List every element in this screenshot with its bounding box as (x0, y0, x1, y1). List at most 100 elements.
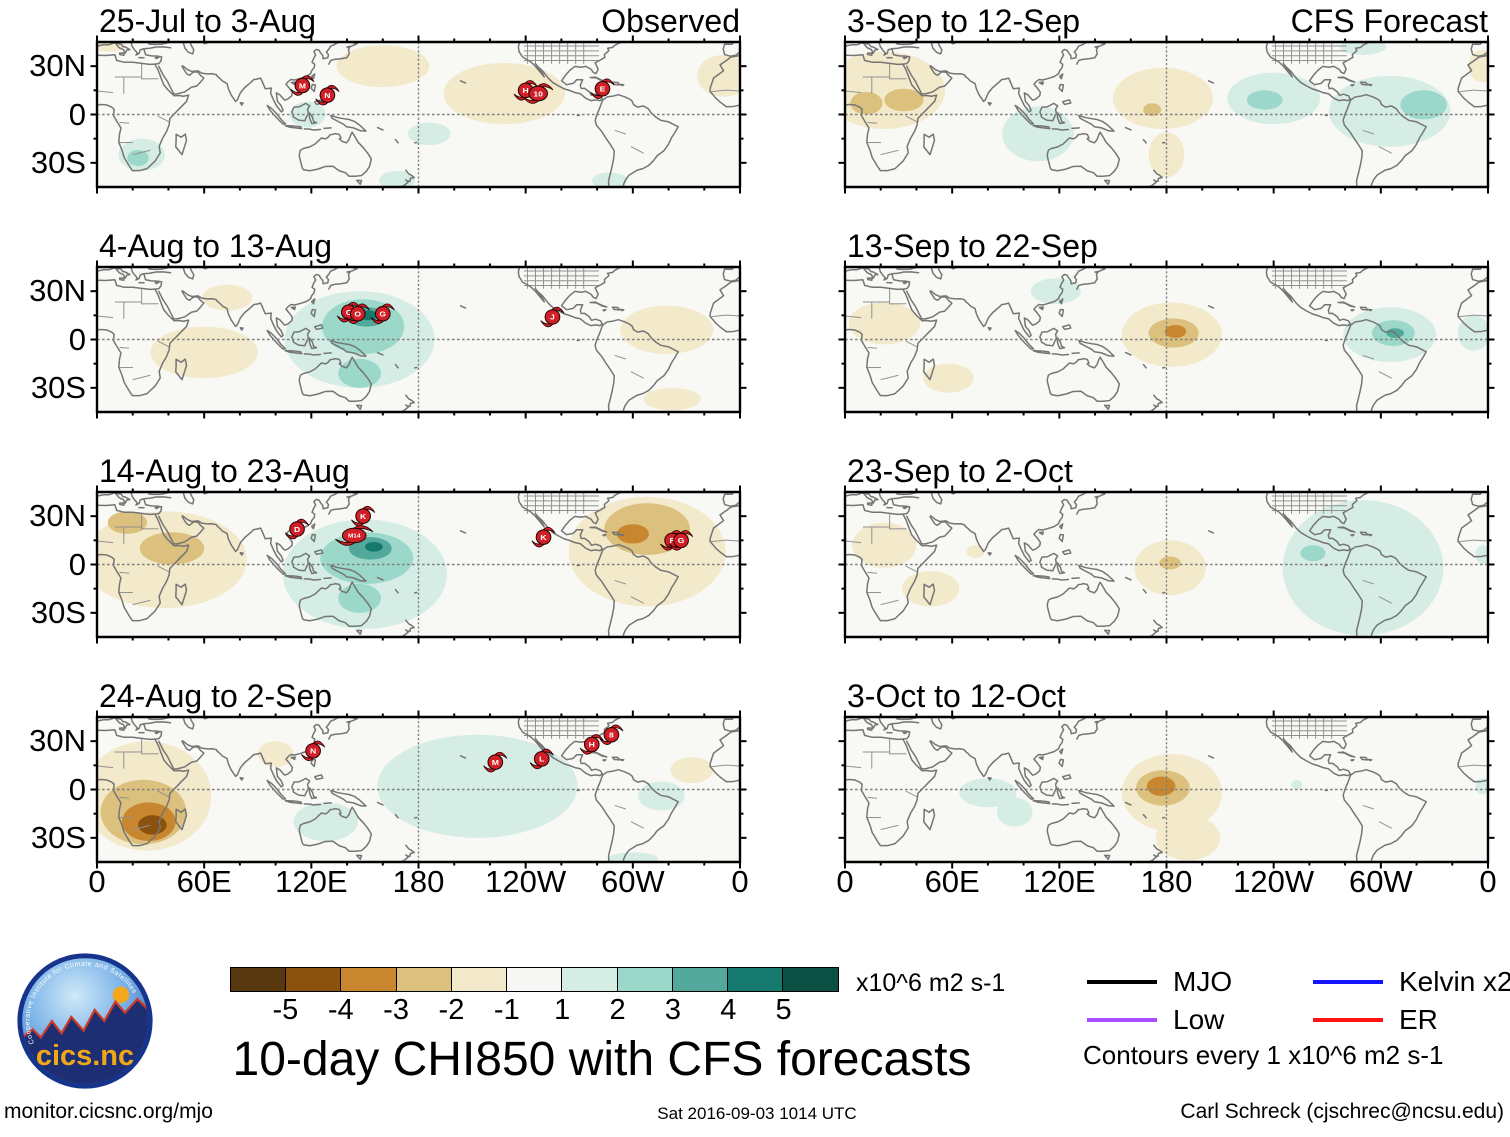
y-tick-label: 0 (68, 771, 86, 807)
panel-corner-label: Observed (601, 3, 740, 39)
svg-text:K: K (540, 533, 546, 542)
world-map-canvas (845, 492, 1488, 637)
svg-text:L: L (539, 755, 544, 764)
panel-title: 14-Aug to 23-Aug (99, 453, 350, 489)
panel-title: 3-Sep to 12-Sep (847, 3, 1081, 39)
legend-line-low (1087, 1018, 1157, 1022)
colorbar-cell (616, 967, 674, 992)
svg-text:J: J (550, 313, 555, 322)
legend-item-kelvin: Kelvin x2 (1313, 965, 1510, 999)
logo-sun-icon (112, 986, 130, 1004)
world-map-canvas: N M L H 8 (97, 717, 740, 862)
y-tick-label: 30S (30, 594, 86, 630)
world-map-canvas (845, 267, 1488, 412)
x-tick-label: 120W (1233, 864, 1315, 899)
colorbar-tick-label: -3 (383, 994, 409, 1026)
x-tick-label: 0 (1479, 864, 1497, 899)
panel-title: 25-Jul to 3-Aug (99, 3, 317, 39)
colorbar-cell (782, 967, 839, 992)
map-panel: 24-Aug to 2-Sep N M L H 8 (97, 678, 740, 862)
panel-title: 24-Aug to 2-Sep (99, 678, 333, 714)
x-tick-label: 180 (1140, 864, 1193, 899)
x-tick-label: 120W (485, 864, 567, 899)
colorbar-tick-label: -2 (438, 994, 465, 1026)
colorbar-cell (561, 967, 619, 992)
map-panel: 23-Sep to 2-Oct (845, 453, 1488, 637)
colorbar-tick-label: 1 (554, 994, 571, 1026)
svg-text:10: 10 (533, 90, 543, 99)
svg-text:N: N (310, 747, 316, 756)
panel-corner-label: CFS Forecast (1290, 3, 1488, 39)
legend-item-er: ER (1313, 1003, 1438, 1037)
colorbar-cell (450, 967, 508, 992)
y-tick-label: 30S (30, 819, 86, 855)
x-tick-label: 120E (275, 864, 348, 899)
legend-label-kelvin: Kelvin x2 (1399, 966, 1510, 997)
logo-ridge-line (22, 997, 148, 1042)
panel-title: 3-Oct to 12-Oct (847, 678, 1066, 714)
logo-wordmark: cics.nc (36, 1040, 134, 1072)
svg-text:M: M (492, 758, 499, 767)
panel-title: 23-Sep to 2-Oct (847, 453, 1073, 489)
map-panel: 3-Sep to 12-Sep CFS Forecast (845, 3, 1488, 187)
legend-line-mjo (1087, 980, 1157, 984)
x-axis-labels-forecast: 0 60E 120E 180 120W 60W 0 (836, 864, 1496, 904)
y-tick-label: 30S (30, 369, 86, 405)
y-tick-label: 30N (29, 723, 86, 759)
y-tick-label: 0 (68, 546, 86, 582)
map-panel: 25-Jul to 3-Aug Observed M N H 10 E (97, 3, 740, 187)
colorbar-cell (340, 967, 398, 992)
colorbar-tick-label: 4 (720, 994, 737, 1026)
panel-title: 4-Aug to 13-Aug (99, 228, 333, 264)
x-tick-label: 0 (731, 864, 749, 899)
svg-text:N: N (324, 91, 330, 100)
colorbar-cell (671, 967, 729, 992)
colorbar-cell (506, 967, 563, 992)
colorbar-cell (727, 967, 784, 992)
y-tick-label: 0 (68, 96, 86, 132)
world-map-canvas (845, 717, 1488, 862)
footer-timestamp: Sat 2016-09-03 1014 UTC (657, 1104, 857, 1123)
legend-label-er: ER (1399, 1004, 1438, 1035)
colorbar-units: x10^6 m2 s-1 (856, 969, 1006, 997)
svg-text:M: M (299, 82, 306, 91)
x-tick-label: 120E (1023, 864, 1096, 899)
svg-text:H: H (589, 741, 595, 750)
footer-credit: Carl Schreck (cjschrec@ncsu.edu) (1180, 1100, 1504, 1123)
svg-text:H: H (523, 86, 529, 95)
legend-item-low: Low (1087, 1003, 1224, 1037)
world-map-canvas (845, 42, 1488, 187)
figure-title: 10-day CHI850 with CFS forecasts (232, 1033, 972, 1086)
x-tick-label: 0 (836, 864, 854, 899)
legend-item-mjo: MJO (1087, 965, 1232, 999)
legend-label-mjo: MJO (1173, 966, 1233, 997)
legend-line-er (1313, 1018, 1383, 1022)
map-panel: 14-Aug to 23-Aug D K M14 K F G (97, 453, 740, 637)
svg-text:G: G (379, 310, 386, 319)
map-panel: 3-Oct to 12-Oct (845, 678, 1488, 862)
colorbar-cell (395, 967, 453, 992)
colorbar-tick-label: 3 (664, 994, 681, 1026)
footer-url: monitor.cicsnc.org/mjo (4, 1100, 213, 1123)
y-tick-label: 0 (68, 321, 86, 357)
x-axis-labels-observed: 0 60E 120E 180 120W 60W 0 (88, 864, 748, 904)
legend-contour-note: Contours every 1 x10^6 m2 s-1 (1083, 1040, 1444, 1070)
svg-text:O: O (354, 310, 361, 319)
x-tick-label: 60E (176, 864, 232, 899)
colorbar-cell (230, 967, 287, 992)
legend-line-kelvin (1313, 980, 1383, 984)
svg-text:8: 8 (609, 731, 614, 740)
cicsnc-logo: Cooperative Institute for Climate and Sa… (17, 953, 153, 1089)
colorbar-tick-label: -1 (493, 994, 520, 1026)
x-tick-label: 0 (88, 864, 106, 899)
colorbar-cell (285, 967, 342, 992)
svg-text:C: C (346, 308, 352, 317)
svg-text:K: K (360, 512, 366, 521)
map-panel: 13-Sep to 22-Sep (845, 228, 1488, 412)
svg-text:F: F (670, 536, 675, 545)
svg-text:G: G (678, 536, 685, 545)
colorbar-tick-label: 5 (775, 994, 792, 1026)
